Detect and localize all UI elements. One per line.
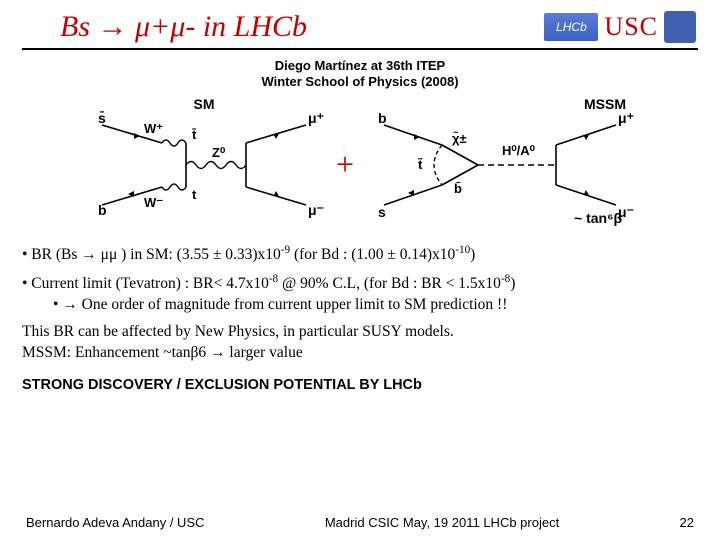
sm-wp: W⁺ bbox=[144, 121, 163, 136]
feynman-sm: SM s̄ b μ⁺ μ⁻ t̄ t bbox=[84, 95, 324, 235]
sm-b: b bbox=[98, 202, 107, 218]
footer-mid: Madrid CSIC May, 19 2011 LHCb project bbox=[205, 515, 680, 530]
usc-shield-icon bbox=[664, 11, 696, 43]
footer-left: Bernardo Adeva Andany / USC bbox=[26, 515, 205, 530]
sm-z0: Z⁰ bbox=[212, 145, 226, 160]
mssm-chi: χ̃± bbox=[452, 131, 467, 146]
subtitle: Diego Martínez at 36th ITEP Winter Schoo… bbox=[0, 58, 720, 91]
sm-sbar: s̄ bbox=[98, 109, 106, 126]
diagrams-row: SM s̄ b μ⁺ μ⁻ t̄ t bbox=[20, 95, 700, 235]
lhcb-logo: LHCb bbox=[544, 13, 598, 41]
bullet-2: • Current limit (Tevatron) : BR< 4.7x10-… bbox=[22, 272, 698, 316]
title-underline bbox=[22, 48, 698, 50]
sm-mup: μ⁺ bbox=[308, 110, 324, 126]
feynman-mssm: MSSM b s μ⁺ μ⁻ χ̃± b̄ t̃ bbox=[366, 95, 636, 235]
sm-label: SM bbox=[193, 96, 214, 112]
subtitle-line1: Diego Martínez at 36th ITEP bbox=[275, 58, 445, 73]
usc-logo: USC bbox=[604, 12, 658, 42]
subtitle-line2: Winter School of Physics (2008) bbox=[261, 74, 458, 89]
sm-wm: W⁻ bbox=[144, 195, 163, 210]
sm-mum: μ⁻ bbox=[308, 202, 324, 218]
mssm-s: s bbox=[378, 204, 386, 220]
bullet-block: • BR (Bs → μμ ) in SM: (3.55 ± 0.33)x10-… bbox=[22, 243, 698, 364]
mssm-tanb: ~ tan⁶β bbox=[574, 210, 623, 226]
mssm-mup: μ⁺ bbox=[618, 110, 634, 126]
bullet-3: This BR can be affected by New Physics, … bbox=[22, 322, 698, 364]
mssm-bbar: b̄ bbox=[454, 181, 462, 196]
logo-group: LHCb USC bbox=[544, 11, 696, 43]
sm-tbar: t̄ bbox=[192, 127, 197, 142]
mssm-stop: t̃ bbox=[418, 157, 423, 172]
page-title: Bs → μ+μ- in LHCb bbox=[60, 10, 307, 44]
mssm-h0a0: H⁰/A⁰ bbox=[502, 143, 536, 158]
mssm-b: b bbox=[378, 110, 387, 126]
bullet-1: • BR (Bs → μμ ) in SM: (3.55 ± 0.33)x10-… bbox=[22, 243, 698, 266]
sm-t: t bbox=[192, 187, 197, 202]
plus-sign: + bbox=[336, 146, 354, 183]
footer: Bernardo Adeva Andany / USC Madrid CSIC … bbox=[0, 515, 720, 530]
title-bar: Bs → μ+μ- in LHCb LHCb USC bbox=[0, 0, 720, 44]
strong-line: STRONG DISCOVERY / EXCLUSION POTENTIAL B… bbox=[22, 377, 698, 393]
footer-right: 22 bbox=[680, 515, 694, 530]
